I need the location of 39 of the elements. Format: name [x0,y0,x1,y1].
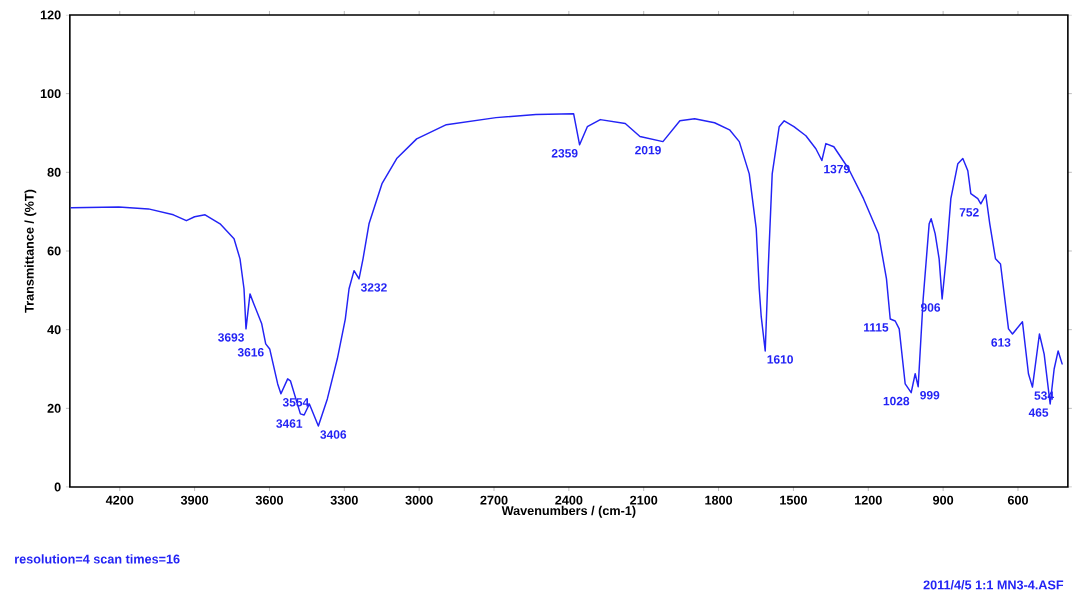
x-tick-label: 3300 [330,495,358,505]
annotation: 465 [1028,408,1049,417]
y-tick-label: 120 [40,10,61,20]
x-tick-label: 3900 [180,495,209,505]
y-tick-label: 80 [47,167,61,177]
x-tick-label: 2400 [555,495,583,505]
annotation: 752 [959,208,979,217]
y-tick-label: 40 [47,325,61,335]
annotation: 613 [991,338,1011,347]
x-tick-label: 1500 [780,495,807,505]
x-tick-label: 3600 [255,495,283,505]
annotation: 3461 [276,419,303,428]
annotation: 3406 [320,430,347,439]
x-tick-label: 4200 [105,495,134,505]
annotation: 2359 [551,149,578,158]
annotation: 999 [920,391,940,400]
y-axis-title: Transmittance / (%T) [24,189,37,313]
x-tick-label: 3000 [405,495,433,505]
x-axis-title: Wavenumbers / (cm-1) [501,505,636,518]
annotation: 3616 [237,348,264,357]
x-tick-label: 900 [933,495,954,505]
annotation: 1115 [864,323,889,332]
y-tick-label: 60 [47,246,61,256]
annotation: 3232 [360,283,387,292]
x-tick-label: 1200 [855,495,882,505]
x-tick-label: 2100 [630,495,658,505]
text: resolution=4 scan times=16 [15,554,180,564]
x-tick-label: 600 [1007,495,1028,505]
line-series [70,113,1063,427]
annotation: 1028 [883,396,910,406]
annotation: 2019 [635,145,661,155]
x-tick-label: 2700 [480,495,508,505]
y-tick-label: 100 [40,89,61,99]
x-tick-label: 1800 [705,495,733,505]
annotation: 1610 [767,355,793,364]
annotation: 3693 [218,333,244,342]
text: 2011/4/5 1:1 MN3-4.ASF [923,580,1064,590]
y-tick-label: 20 [47,403,61,413]
y-tick-label: 0 [54,482,61,492]
